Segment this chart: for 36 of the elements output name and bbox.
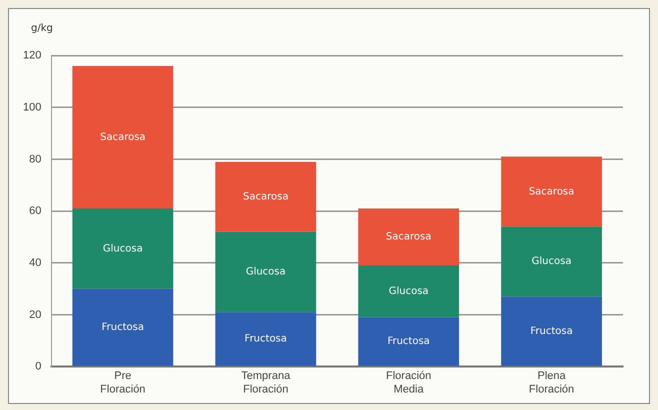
bar	[358, 317, 460, 366]
y-tick-label: 0	[35, 360, 42, 373]
text: Sacarosa	[528, 186, 574, 198]
text: Sacarosa	[242, 191, 288, 202]
bar	[72, 66, 174, 209]
y-tick-label: 60	[29, 205, 42, 218]
bar	[501, 226, 602, 297]
x-tick-label: Plena Floración	[528, 370, 574, 396]
series-label: Sacarosa	[386, 232, 432, 243]
bar	[501, 156, 602, 227]
series-label: Glucosa	[388, 286, 429, 298]
bar	[358, 266, 460, 318]
text: Fructosa	[102, 322, 144, 333]
bar	[501, 296, 602, 366]
text: Glucosa	[532, 256, 572, 268]
x-tick-label: Temprana Floración	[241, 370, 292, 396]
text: Fructosa	[244, 334, 287, 345]
text: Glucosa	[246, 266, 286, 278]
bar	[215, 162, 316, 232]
bar	[72, 288, 174, 366]
x-tick-label: Pre Floración	[100, 370, 146, 396]
y-tick-label: 20	[29, 308, 42, 321]
bar	[215, 312, 316, 366]
bar	[358, 208, 460, 266]
series-label: Fructosa	[387, 336, 430, 348]
y-tick-label: 80	[29, 153, 42, 166]
text: Fructosa	[530, 326, 573, 337]
y-tick-label: 40	[29, 256, 42, 269]
y-axis-title: g/kg	[31, 23, 53, 34]
bar	[215, 232, 316, 312]
text: Sacarosa	[100, 132, 146, 143]
y-tick-label: 120	[22, 50, 42, 62]
bar	[72, 208, 174, 289]
text: Glucosa	[102, 243, 143, 254]
x-tick-label: Floración Media	[386, 370, 432, 396]
y-tick-label: 100	[22, 101, 42, 114]
